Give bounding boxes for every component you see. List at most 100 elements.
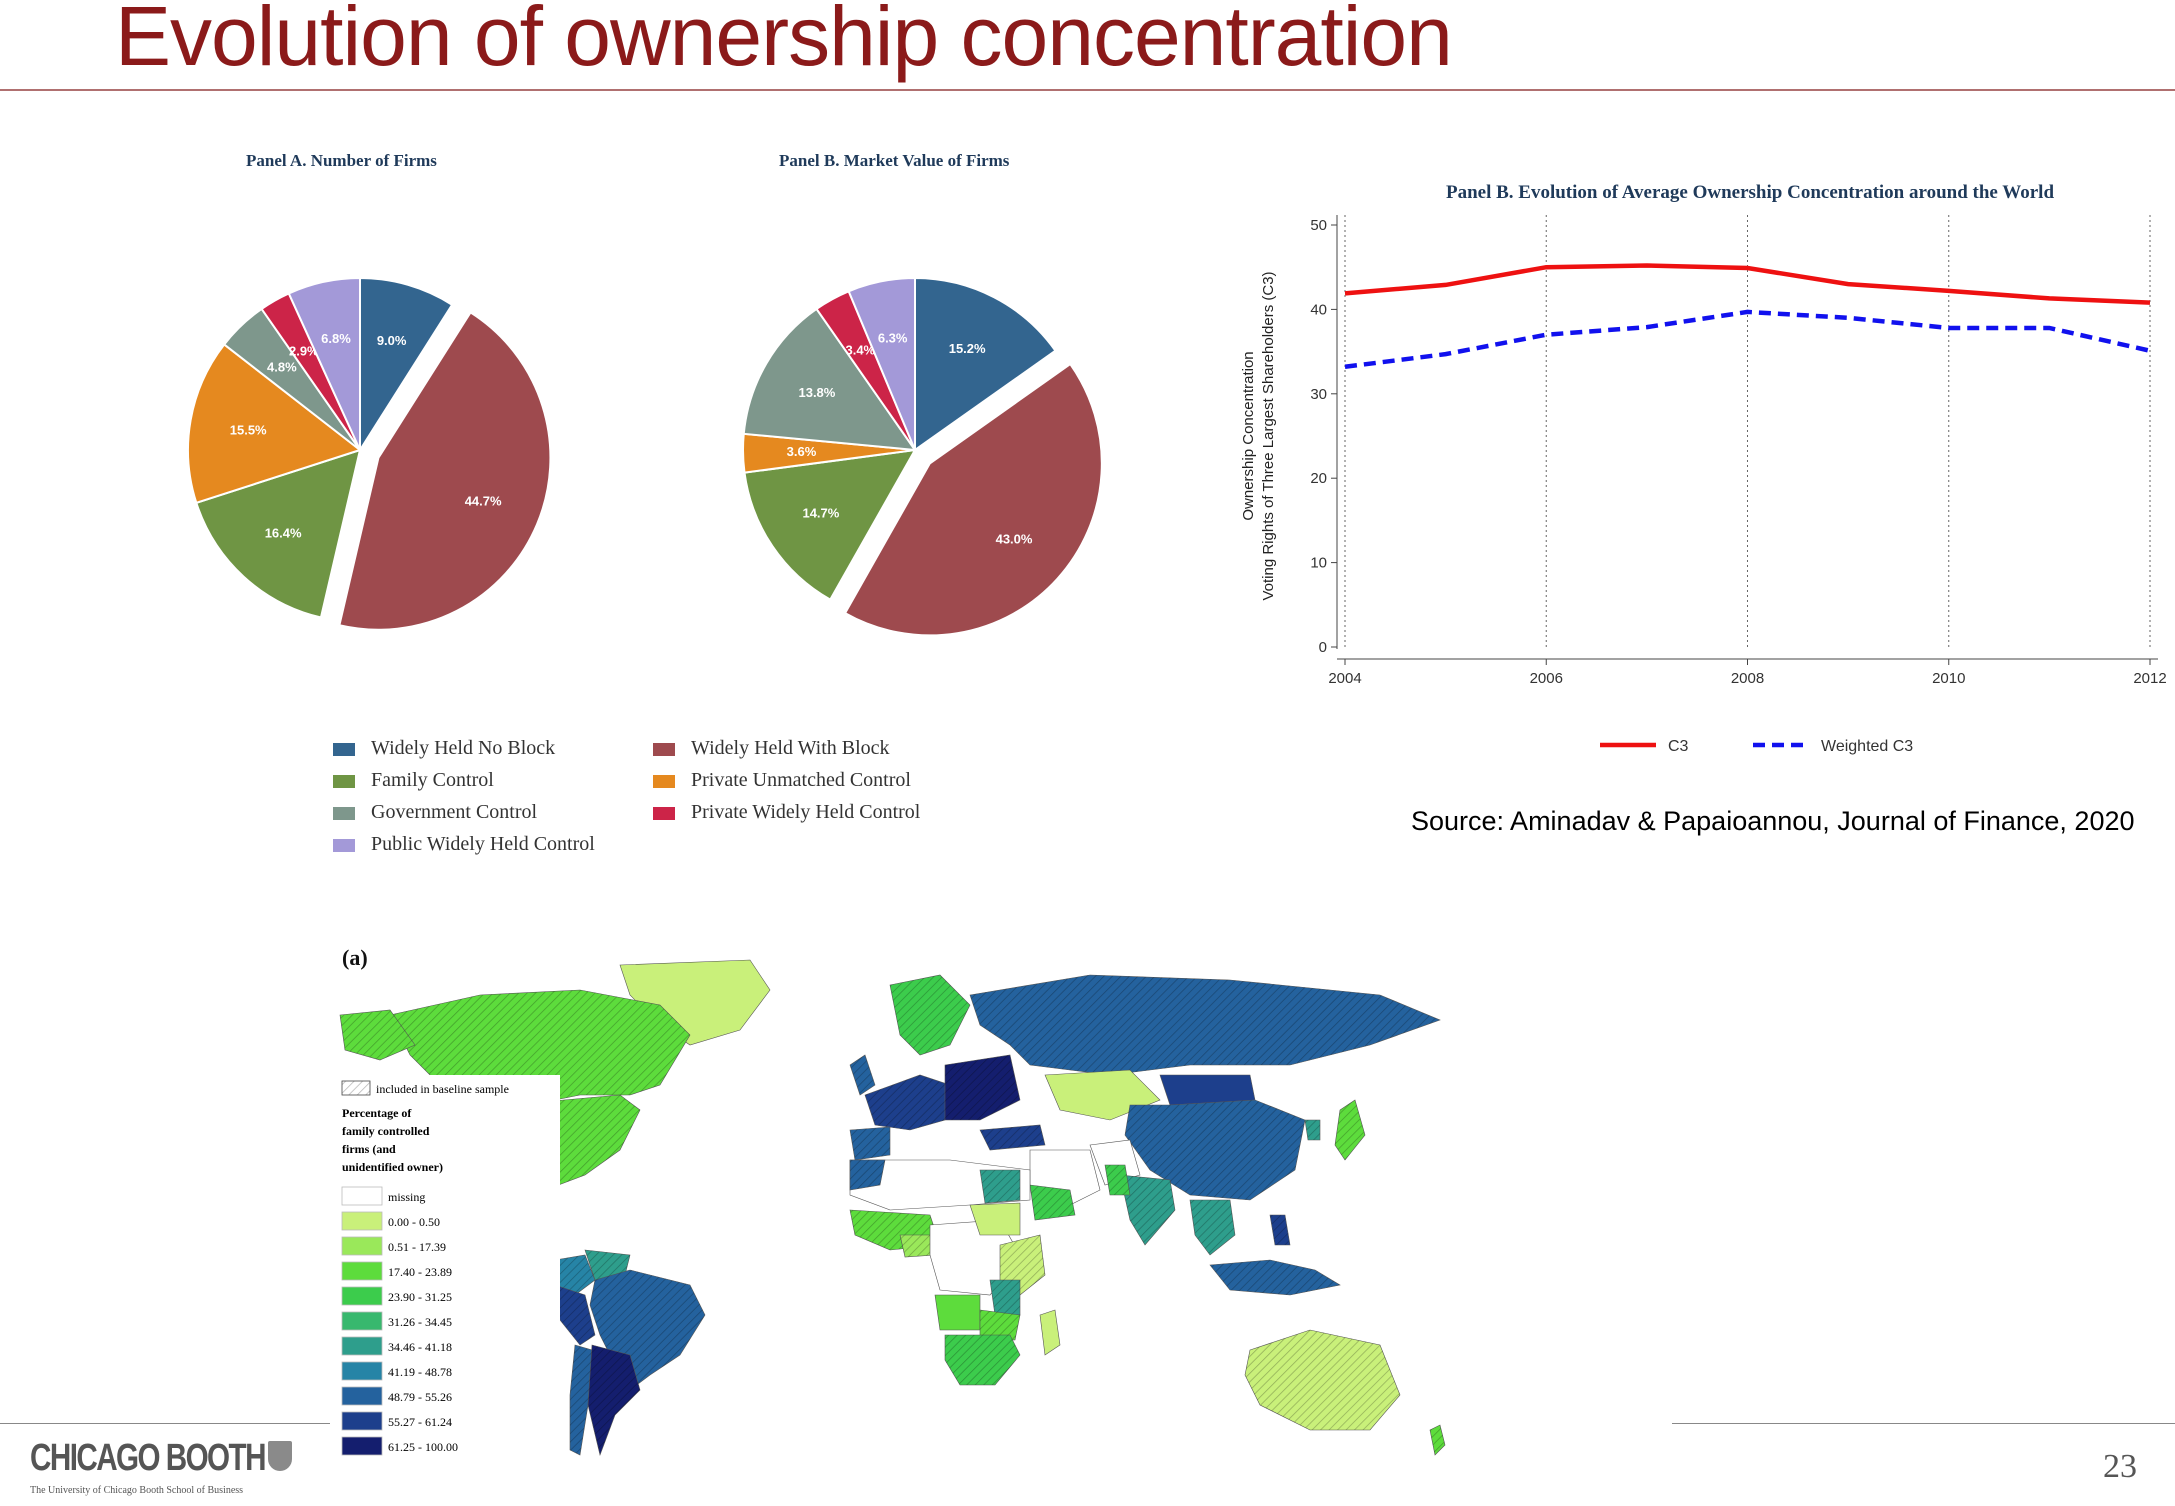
legend-label: Public Widely Held Control [371, 833, 595, 855]
map-class-swatch [341, 1286, 383, 1306]
hatch-overlay-philippines [1270, 1215, 1290, 1245]
hatch-overlay-colombia [555, 1255, 595, 1295]
hatch-overlay-south-africa [945, 1335, 1020, 1385]
page-number: 23 [2103, 1448, 2137, 1485]
legend-swatch [333, 839, 355, 852]
map-class-swatch [341, 1436, 383, 1456]
hatch-overlay-alaska [340, 1010, 415, 1060]
pie-a-label-0: 9.0% [377, 333, 407, 348]
pie-a-label-1: 44.7% [465, 494, 502, 509]
hatch-label: included in baseline sample [376, 1082, 509, 1096]
pie-b-label-0: 15.2% [949, 341, 986, 356]
map-class-swatch [341, 1411, 383, 1431]
slide-title: Evolution of ownership concentration [115, 0, 1453, 83]
country-greenland [619, 959, 771, 1046]
hatch-overlay-eastern-europe [945, 1055, 1020, 1120]
title-divider [0, 89, 2175, 91]
country-madagascar [1039, 1309, 1061, 1356]
series-line-0 [1344, 263, 2151, 305]
map-class-label: 31.26 - 34.45 [388, 1315, 452, 1329]
pie-chart-number-of-firms: 9.0% 44.7% 16.4% 15.5% 4.8% 2.9%6.8% [187, 276, 552, 631]
map-class-swatch [341, 1211, 383, 1231]
footer-divider-left [0, 1423, 330, 1424]
hatch-overlay-new-zealand [1430, 1425, 1445, 1455]
map-legend: included in baseline sample Percentage of… [340, 1075, 560, 1475]
pie-a-slice-6 [287, 276, 361, 451]
legend-label-0: C3 [1668, 738, 1689, 755]
pie-b-label-2: 14.7% [802, 506, 839, 521]
pie-legend: Widely Held No Block Widely Held With Blo… [333, 737, 973, 857]
pie-a-title: Panel A. Number of Firms [246, 151, 437, 170]
hatch-overlay-argentina [588, 1345, 640, 1455]
pie-b-label-5: 3.4% [845, 343, 875, 358]
line-chart-ownership-concentration: Panel B. Evolution of Average Ownership … [1240, 182, 2167, 755]
legend-swatch [333, 775, 355, 788]
y-tick-label: 50 [1310, 217, 1327, 234]
hatch-overlay-japan [1335, 1100, 1365, 1160]
line-chart-title: Panel B. Evolution of Average Ownership … [1446, 182, 2054, 203]
pie-a-slice-1 [338, 311, 552, 631]
map-class-label: 17.40 - 23.89 [388, 1265, 452, 1279]
hatch-overlay-morocco [850, 1160, 885, 1190]
pie-b-slice-6 [847, 276, 916, 451]
map-class-label: 0.00 - 0.50 [388, 1215, 440, 1229]
map-class-label: missing [388, 1190, 425, 1204]
hatch-overlay-australia [1245, 1330, 1400, 1430]
shield-icon [268, 1441, 292, 1471]
hatch-overlay-china [1125, 1100, 1305, 1200]
map-class-swatch [341, 1386, 383, 1406]
map-legend-title-line: unidentified owner) [342, 1160, 443, 1174]
legend-label-1: Weighted C3 [1821, 738, 1913, 755]
legend-swatch [653, 807, 675, 820]
footer-divider-right [1672, 1423, 2175, 1424]
map-class-swatch [341, 1311, 383, 1331]
y-axis-label-line1: Ownership Concentration [1240, 351, 1257, 520]
hatch-overlay-indonesia [1210, 1260, 1340, 1295]
map-panel-label: (a) [342, 945, 368, 970]
map-class-label: 48.79 - 55.26 [388, 1390, 452, 1404]
hatch-overlay-egypt [980, 1170, 1020, 1203]
hatch-overlay-saudi [1030, 1185, 1075, 1220]
series-line-1 [1344, 309, 2151, 370]
pie-b-title: Panel B. Market Value of Firms [779, 151, 1010, 170]
legend-swatch [653, 743, 675, 756]
map-class-swatch [341, 1261, 383, 1281]
x-tick-label: 2004 [1328, 670, 1361, 687]
legend-swatch [333, 807, 355, 820]
x-tick-label: 2008 [1731, 670, 1764, 687]
map-class-label: 55.27 - 61.24 [388, 1415, 452, 1429]
country-iran [1089, 1139, 1141, 1186]
pie-b-label-4: 13.8% [798, 385, 835, 400]
pie-a-label-3: 15.5% [230, 422, 267, 437]
legend-swatch [653, 775, 675, 788]
world-map-family-control: (a) included in baseline sample Percentage… [339, 945, 1446, 1475]
map-class-label: 23.90 - 31.25 [388, 1290, 452, 1304]
pie-a-slice-0 [359, 276, 454, 454]
pie-b-label-3: 3.6% [787, 444, 817, 459]
hatch-overlay-chile [570, 1345, 592, 1455]
legend-label: Private Unmatched Control [691, 769, 911, 791]
hatch-overlay-venezuela [585, 1250, 630, 1280]
map-class-swatch [341, 1361, 383, 1381]
hatch-overlay-peru [555, 1285, 595, 1345]
pie-b-slice-1 [843, 362, 1103, 637]
logo-text: CHICAGO BOOTH [30, 1437, 267, 1479]
hatch-overlay-scandinavia [890, 975, 970, 1055]
map-class-swatch [341, 1236, 383, 1256]
x-tick-label: 2010 [1932, 670, 1965, 687]
legend-label: Widely Held No Block [371, 737, 556, 759]
legend-swatch [333, 743, 355, 756]
map-class-label: 61.25 - 100.00 [388, 1440, 458, 1454]
map-legend-title-line: Percentage of [342, 1106, 412, 1120]
hatch-overlay-iberia [850, 1127, 890, 1160]
map-class-swatch [341, 1186, 383, 1206]
pie-a-label-6: 6.8% [321, 331, 351, 346]
pie-a-slice-3 [187, 343, 363, 505]
hatch-overlay-nigeria [900, 1235, 935, 1257]
x-tick-label: 2012 [2133, 670, 2166, 687]
hatch-overlay-turkey [980, 1125, 1045, 1150]
country-mongolia [1159, 1074, 1256, 1106]
hatch-overlay-korea [1305, 1120, 1320, 1140]
pie-b-slice-4 [742, 307, 918, 452]
legend-label: Government Control [371, 801, 538, 823]
